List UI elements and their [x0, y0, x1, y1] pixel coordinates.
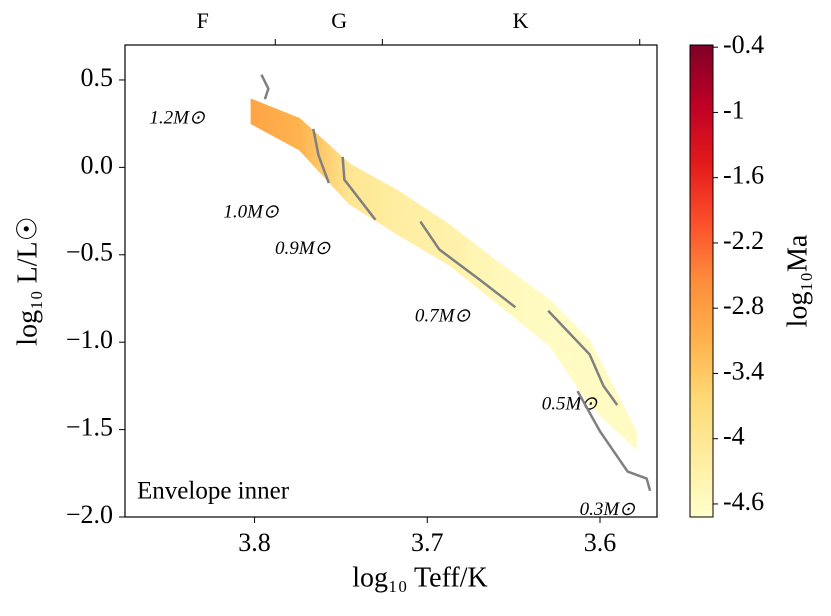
evolution-track [419, 220, 517, 309]
x-tick-label: 3.7 [411, 528, 444, 557]
annotation: Envelope inner [137, 478, 290, 505]
plot-frame [124, 44, 658, 518]
spectral-type-label: F [197, 8, 209, 33]
x-tick-label: 3.8 [238, 528, 271, 557]
y-tick-label: 0.5 [81, 63, 114, 92]
track-label: 0.9M⊙ [275, 238, 331, 259]
y-axis-label: log₁₀ L/L☉ [12, 216, 43, 345]
band-segment [250, 98, 300, 151]
colorbar-tick-label: -4 [723, 422, 745, 451]
band-segment [549, 299, 591, 407]
y-tick-label: −1.0 [66, 325, 113, 354]
evolution-track [576, 390, 652, 492]
band-segment [449, 224, 501, 307]
track-label: 0.7M⊙ [415, 306, 471, 327]
y-tick-label: −2.0 [66, 500, 113, 529]
evolution-track [341, 156, 377, 221]
evolution-track [547, 309, 619, 406]
colorbar-label: log₁₀Ma [782, 234, 813, 327]
colorbar-tick-label: -4.6 [723, 487, 764, 516]
colorbar-tick-label: -1 [723, 95, 745, 124]
spectral-type-label: G [331, 8, 347, 33]
colorbar-tick-label: -1.6 [723, 161, 764, 190]
band-segment [499, 262, 551, 347]
band-segment [349, 163, 401, 237]
colorbar-tick-label: -2.2 [723, 226, 764, 255]
colorbar-tick-label: -3.4 [723, 356, 764, 385]
y-tick-label: −1.5 [66, 413, 113, 442]
band-segment [589, 340, 637, 450]
colorbar [689, 44, 714, 518]
x-axis-label: log₁₀ Teff/K [352, 562, 488, 593]
evolution-track [260, 74, 270, 100]
x-tick-label: 3.6 [584, 528, 617, 557]
evolution-track [312, 128, 330, 184]
y-tick-label: −0.5 [66, 238, 113, 267]
spectral-type-label: K [513, 8, 529, 33]
track-label: 1.0M⊙ [223, 201, 279, 222]
colorbar-tick-label: -2.8 [723, 291, 764, 320]
track-label: 0.5M⊙ [542, 393, 598, 414]
track-label: 1.2M⊙ [149, 108, 205, 129]
y-tick-label: 0.0 [81, 150, 114, 179]
colorbar-tick-label: -0.4 [723, 30, 764, 59]
track-label: 0.3M⊙ [580, 499, 636, 520]
